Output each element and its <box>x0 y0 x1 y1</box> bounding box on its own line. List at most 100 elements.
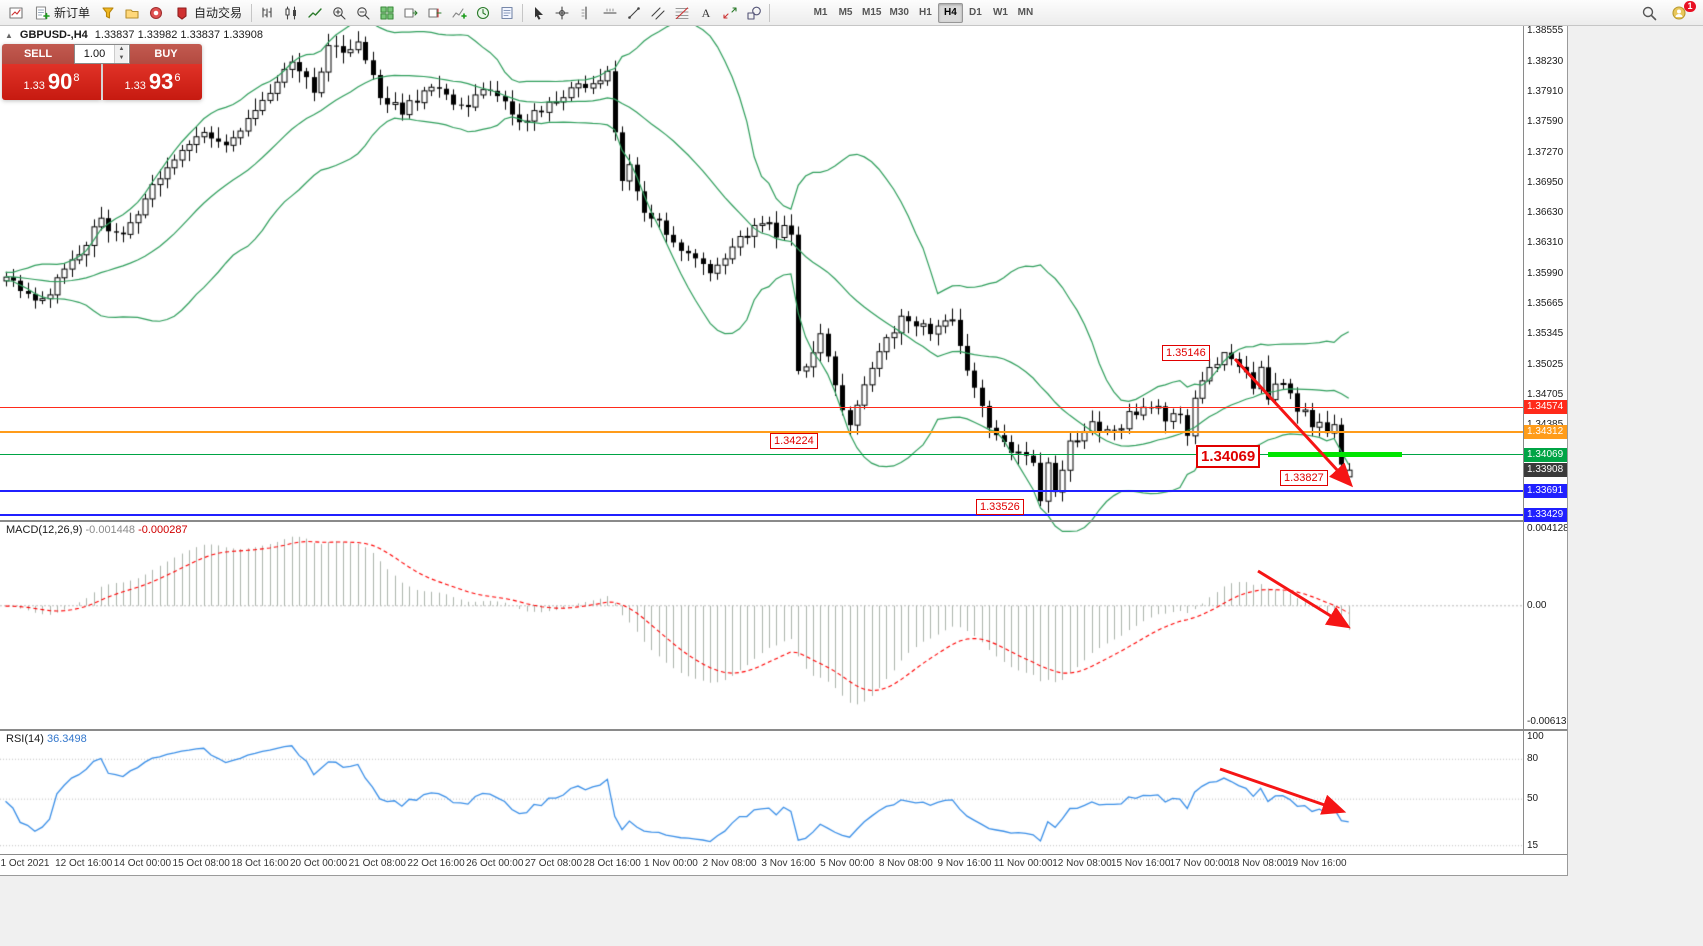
buy-price-prefix: 1.33 <box>124 80 146 92</box>
time-axis-label: 2 Nov 08:00 <box>702 858 757 869</box>
time-axis-label: 12 Oct 16:00 <box>55 858 113 869</box>
pane-separator-macd[interactable] <box>0 520 1567 522</box>
sell-price-sup: 8 <box>73 72 80 84</box>
rsi-value: 36.3498 <box>46 733 87 745</box>
timeframe-m15-button[interactable]: M15 <box>862 7 882 18</box>
zoom-out-button[interactable] <box>351 2 375 24</box>
sell-price-button[interactable]: 1.33 90 8 <box>2 64 101 100</box>
toolbar-right: 1 <box>1637 0 1699 24</box>
vertical-line-button[interactable] <box>574 2 598 24</box>
new-order-button-label: 新订单 <box>54 6 91 20</box>
tile-windows-button[interactable] <box>375 2 399 24</box>
periods-icon <box>475 5 491 21</box>
notification-badge: 1 <box>1684 0 1696 12</box>
pane-separator-rsi[interactable] <box>0 729 1567 731</box>
auto-trading-button-label: 自动交易 <box>194 6 243 20</box>
support-line-blue-lower[interactable] <box>0 514 1523 517</box>
resistance-line-orange[interactable] <box>0 431 1523 433</box>
symbol-ohlc: 1.33837 1.33982 1.33837 1.33908 <box>94 29 263 41</box>
toolbar-groups: 新订单 自动交易 A <box>4 2 773 24</box>
price-axis-label: 1.37590 <box>1527 116 1564 128</box>
volume-up-button[interactable]: ▲ <box>115 45 128 54</box>
channel-icon <box>650 5 666 21</box>
cursor-button[interactable] <box>526 2 550 24</box>
timeframe-w1-button[interactable]: W1 <box>992 7 1008 18</box>
crosshair-button[interactable] <box>550 2 574 24</box>
zoom-in-button[interactable] <box>327 2 351 24</box>
text-button[interactable]: A <box>694 2 718 24</box>
auto-scroll-button[interactable] <box>399 2 423 24</box>
price-annotation-1.35146[interactable]: 1.35146 <box>1162 345 1210 361</box>
rsi-label: RSI(14) 36.3498 <box>6 733 87 745</box>
support-line-green[interactable] <box>0 454 1523 456</box>
channel-button[interactable] <box>646 2 670 24</box>
new-chart-button[interactable] <box>4 2 28 24</box>
trend-arrow-macd[interactable] <box>1257 569 1351 629</box>
line-chart-button[interactable] <box>303 2 327 24</box>
rsi-axis-label: 80 <box>1527 753 1539 765</box>
time-axis[interactable]: 1 Oct 2021 12 Oct 16:00 14 Oct 00:00 15 Oct… <box>0 855 1523 875</box>
timeframe-m5-button[interactable]: M5 <box>838 7 853 18</box>
time-axis-label: 1 Oct 2021 <box>0 858 50 869</box>
periods-button[interactable] <box>471 2 495 24</box>
time-axis-label: 1 Nov 00:00 <box>643 858 698 869</box>
bars-chart-button[interactable] <box>255 2 279 24</box>
price-axis[interactable] <box>1523 26 1567 855</box>
timeframe-d1-button[interactable]: D1 <box>969 7 982 18</box>
trendline-icon <box>626 5 642 21</box>
support-line-blue-upper[interactable] <box>0 489 1523 492</box>
price-axis-label: 1.35025 <box>1527 358 1564 370</box>
symbol-icon: ▲ <box>5 30 13 40</box>
linechart-icon <box>307 5 323 21</box>
trend-arrows-overlay <box>1219 357 1354 815</box>
template-button[interactable] <box>495 2 519 24</box>
timeframe-h1-button[interactable]: H1 <box>919 7 932 18</box>
chart-shift-button[interactable] <box>423 2 447 24</box>
buy-button[interactable]: BUY <box>130 44 202 64</box>
macd-axis-label: 0.004128 <box>1527 523 1568 534</box>
timeframe-m30-button[interactable]: M30 <box>889 7 909 18</box>
indicators-button[interactable] <box>447 2 471 24</box>
price-annotation-1.34069[interactable]: 1.34069 <box>1196 445 1261 468</box>
price-axis-label: 1.36310 <box>1527 237 1564 249</box>
search-icon[interactable] <box>1637 2 1661 24</box>
lifebuoy-icon <box>148 5 164 21</box>
time-axis-label: 11 Nov 00:00 <box>993 858 1053 869</box>
timeframe-h4-button[interactable]: H4 <box>937 2 963 23</box>
fibonacci-button[interactable] <box>670 2 694 24</box>
sell-button[interactable]: SELL <box>2 44 74 64</box>
price-annotation-1.33526[interactable]: 1.33526 <box>976 499 1024 515</box>
indicators-icon <box>451 5 467 21</box>
time-axis-label: 22 Oct 16:00 <box>407 858 465 869</box>
zoomout-icon <box>355 5 371 21</box>
price-annotation-1.33827[interactable]: 1.33827 <box>1280 470 1328 486</box>
new-order-button[interactable]: 新订单 <box>28 2 96 24</box>
data-window-button[interactable] <box>144 2 168 24</box>
shapes-button[interactable] <box>742 2 766 24</box>
toolbar-separator <box>522 3 524 22</box>
notifications-icon[interactable]: 1 <box>1667 0 1696 24</box>
buy-price-button[interactable]: 1.33 93 6 <box>103 64 202 100</box>
support-thick-green-line[interactable] <box>1268 452 1402 458</box>
time-axis-label: 15 Nov 16:00 <box>1110 858 1171 869</box>
auto-trading-button[interactable]: 自动交易 <box>168 2 248 24</box>
templates-button[interactable] <box>96 2 120 24</box>
resistance-line-red[interactable] <box>0 406 1523 408</box>
time-axis-label: 5 Nov 00:00 <box>820 858 875 869</box>
price-annotation-1.34224[interactable]: 1.34224 <box>770 433 818 449</box>
arrows-button[interactable] <box>718 2 742 24</box>
trend-arrow-rsi[interactable] <box>1219 767 1347 815</box>
trendline-button[interactable] <box>622 2 646 24</box>
timeframe-mn-button[interactable]: MN <box>1017 7 1034 18</box>
chart-icon <box>8 5 24 21</box>
horizontal-line-button[interactable] <box>598 2 622 24</box>
time-axis-label: 18 Oct 16:00 <box>231 858 289 869</box>
profiles-button[interactable] <box>120 2 144 24</box>
volume-input[interactable] <box>75 45 114 63</box>
candles-chart-button[interactable] <box>279 2 303 24</box>
volume-down-button[interactable]: ▼ <box>115 54 128 63</box>
timeframe-m1-button[interactable]: M1 <box>813 7 828 18</box>
time-axis-label: 3 Nov 16:00 <box>761 858 816 869</box>
